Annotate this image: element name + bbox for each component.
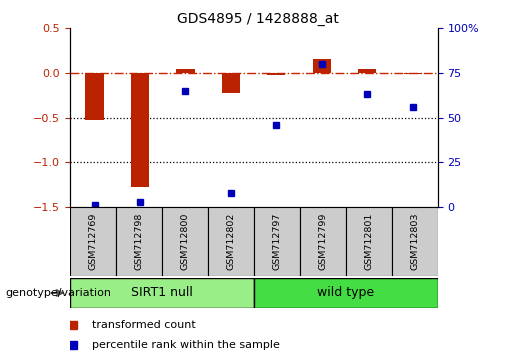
Text: GSM712802: GSM712802 xyxy=(226,213,235,270)
Bar xyxy=(208,207,254,276)
Bar xyxy=(131,73,149,187)
Bar xyxy=(253,278,438,308)
Bar xyxy=(313,59,331,73)
Text: GSM712769: GSM712769 xyxy=(88,213,97,270)
Text: GSM712803: GSM712803 xyxy=(410,213,419,270)
Bar xyxy=(162,207,208,276)
Bar xyxy=(70,278,253,308)
Bar xyxy=(176,69,195,73)
Bar xyxy=(358,69,376,73)
Bar xyxy=(346,207,392,276)
Bar xyxy=(267,73,285,75)
Bar xyxy=(404,73,422,74)
Bar xyxy=(115,207,162,276)
Text: SIRT1 null: SIRT1 null xyxy=(131,286,193,299)
Bar xyxy=(85,73,104,120)
Text: GSM712799: GSM712799 xyxy=(318,213,327,270)
Text: GDS4895 / 1428888_at: GDS4895 / 1428888_at xyxy=(177,12,338,27)
Text: wild type: wild type xyxy=(317,286,374,299)
Bar xyxy=(300,207,346,276)
Text: GSM712797: GSM712797 xyxy=(272,213,281,270)
Text: transformed count: transformed count xyxy=(92,320,195,330)
Text: GSM712801: GSM712801 xyxy=(364,213,373,270)
Bar xyxy=(253,207,300,276)
Text: percentile rank within the sample: percentile rank within the sample xyxy=(92,340,280,350)
Bar xyxy=(392,207,438,276)
Text: GSM712800: GSM712800 xyxy=(180,213,189,270)
Text: genotype/variation: genotype/variation xyxy=(5,288,111,298)
Text: GSM712798: GSM712798 xyxy=(134,213,143,270)
Bar xyxy=(222,73,240,93)
Bar xyxy=(70,207,115,276)
